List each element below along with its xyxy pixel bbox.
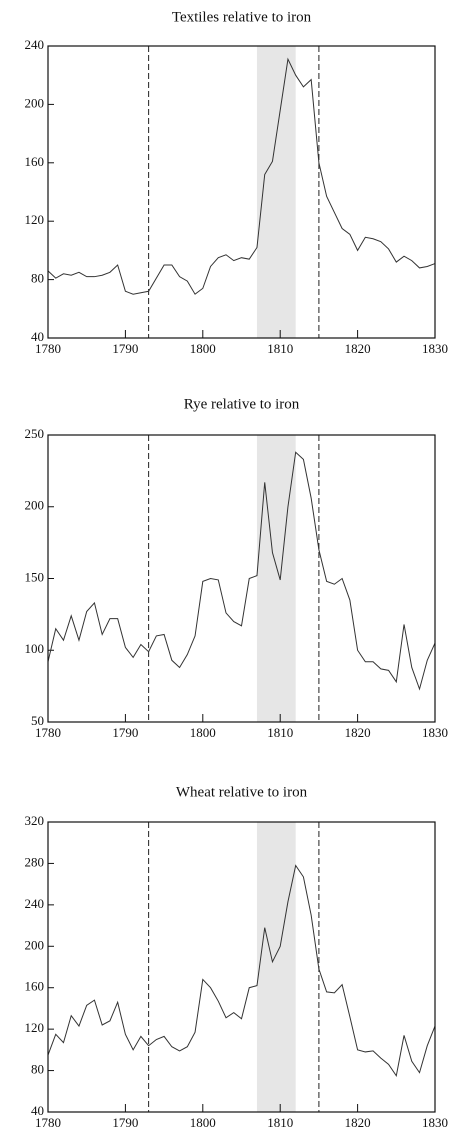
y-tick-label: 160 [25,154,45,169]
y-tick-label: 200 [25,95,45,110]
x-tick-label: 1830 [422,1115,448,1130]
y-tick-label: 250 [25,426,45,441]
x-tick-label: 1780 [35,1115,61,1130]
data-line [47,864,436,1078]
plot-frame [47,821,436,1113]
x-tick-label: 1790 [112,725,138,740]
y-tick-label: 50 [31,713,44,728]
y-tick-label: 240 [25,896,45,911]
y-tick-label: 240 [25,37,45,52]
chart-title: Wheat relative to iron [176,784,308,800]
y-tick-label: 40 [31,1103,44,1118]
y-tick-label: 200 [25,937,45,952]
y-tick-label: 150 [25,569,45,584]
x-tick-label: 1790 [112,341,138,356]
y-tick-label: 80 [31,1062,44,1077]
x-tick-label: 1800 [190,1115,216,1130]
y-tick-label: 120 [25,212,45,227]
y-tick-label: 40 [31,329,44,344]
chart-title: Textiles relative to iron [172,9,312,25]
x-tick-label: 1810 [267,341,293,356]
x-tick-label: 1810 [267,1115,293,1130]
x-tick-label: 1780 [35,725,61,740]
plot-frame [47,45,436,339]
chart-title: Rye relative to iron [184,396,300,412]
x-tick-label: 1800 [190,725,216,740]
x-tick-label: 1790 [112,1115,138,1130]
x-tick-label: 1820 [345,1115,371,1130]
plot-frame [47,434,436,723]
x-tick-label: 1800 [190,341,216,356]
x-tick-label: 1830 [422,341,448,356]
x-tick-label: 1820 [345,725,371,740]
y-tick-label: 200 [25,498,45,513]
x-tick-label: 1820 [345,341,371,356]
y-tick-label: 320 [25,813,45,828]
shaded-period [256,822,296,1112]
y-tick-label: 100 [25,641,45,656]
y-tick-label: 160 [25,979,45,994]
data-line [47,57,436,295]
y-tick-label: 280 [25,854,45,869]
x-tick-label: 1810 [267,725,293,740]
y-tick-label: 120 [25,1020,45,1035]
shaded-period [256,46,296,338]
x-tick-label: 1780 [35,341,61,356]
shaded-period [256,435,296,722]
data-line [47,451,436,691]
y-tick-label: 80 [31,271,44,286]
x-tick-label: 1830 [422,725,448,740]
